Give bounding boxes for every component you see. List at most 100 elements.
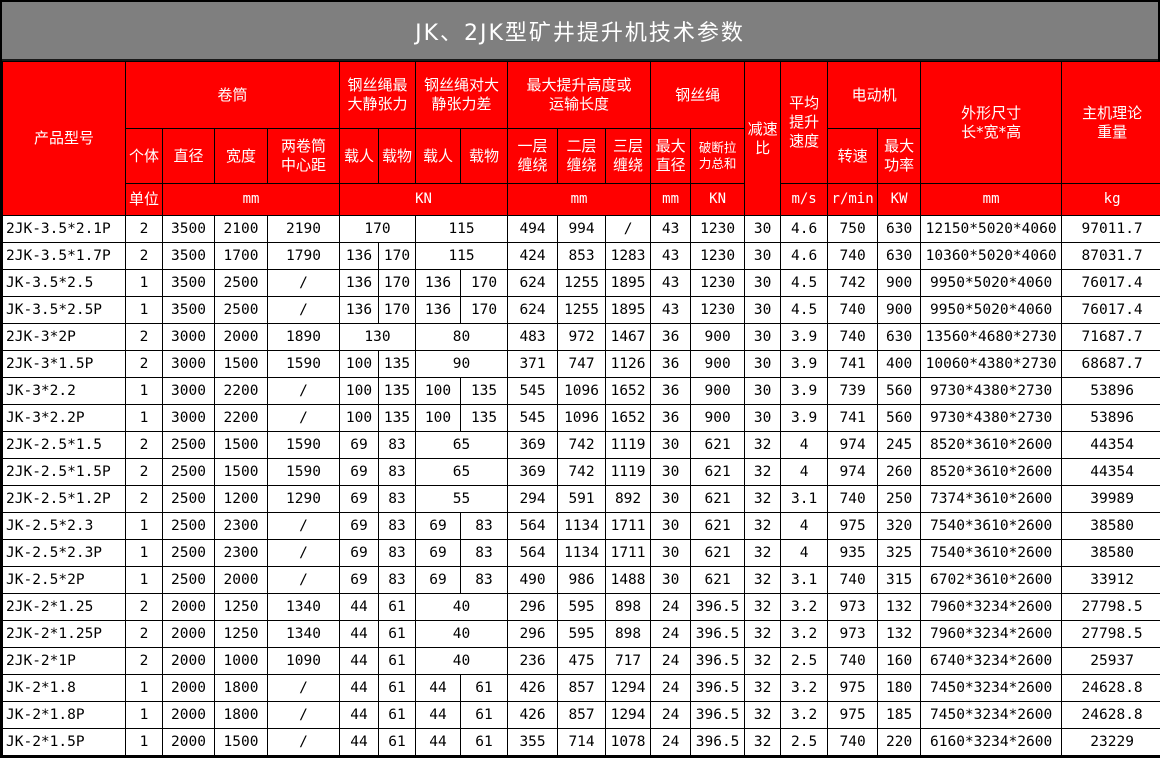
sub-drum-center-distance: 两卷筒 中心距 xyxy=(266,128,341,184)
unit-dim-mm: mm xyxy=(920,183,1063,216)
value-cell: 740 xyxy=(827,647,879,675)
value-cell: 30 xyxy=(650,431,692,459)
value-cell: 2 xyxy=(125,215,163,243)
value-cell: 564 xyxy=(507,512,559,540)
value-cell: 396.5 xyxy=(690,701,746,729)
value-cell: 9730*4380*2730 xyxy=(920,404,1063,432)
value-cell: 1500 xyxy=(214,728,268,756)
value-cell: 136 xyxy=(339,296,380,324)
value-cell: 100 xyxy=(339,377,380,405)
model-cell: 2JK-2*1.25 xyxy=(2,593,126,621)
value-cell: 741 xyxy=(827,350,879,378)
sub-width: 宽度 xyxy=(214,128,268,184)
value-cell: 973 xyxy=(827,620,879,648)
value-cell: 30 xyxy=(650,566,692,594)
value-cell: 44 xyxy=(339,647,380,675)
value-cell: 36 xyxy=(650,404,692,432)
value-cell: 24 xyxy=(650,674,692,702)
value-cell: / xyxy=(266,296,341,324)
unit-drum-mm: mm xyxy=(161,183,341,216)
unit-breaking-kn: KN xyxy=(690,183,746,216)
table-row: 2JK-3*2P 2 3000 2000 1890 130 80 483 972 1467 36 90… xyxy=(2,323,1160,351)
col-overall-dimensions: 外形尺寸 长*宽*高 xyxy=(920,61,1063,184)
model-cell: JK-2.5*2.3 xyxy=(2,512,126,540)
value-cell: 396.5 xyxy=(690,647,746,675)
value-cell: 1590 xyxy=(266,458,341,486)
value-cell: 857 xyxy=(557,674,607,702)
value-cell: 44 xyxy=(339,620,380,648)
value-cell: 90 xyxy=(415,350,509,378)
value-cell: / xyxy=(605,215,652,243)
value-cell: 36 xyxy=(650,377,692,405)
value-cell: 115 xyxy=(415,242,509,270)
value-cell: 621 xyxy=(690,485,746,513)
value-cell: 135 xyxy=(378,377,417,405)
value-cell: 61 xyxy=(378,620,417,648)
value-cell: 2 xyxy=(125,323,163,351)
value-cell: 3.2 xyxy=(780,620,829,648)
unit-height-mm: mm xyxy=(507,183,652,216)
value-cell: 43 xyxy=(650,269,692,297)
value-cell: 1096 xyxy=(557,377,607,405)
value-cell: 1230 xyxy=(690,296,746,324)
value-cell: 975 xyxy=(827,674,879,702)
table-row: JK-2*1.8 1 2000 1800/44 61 44 61 426 857 1294 24 39… xyxy=(2,674,1160,702)
table-row: JK-2*1.8P 1 2000 1800/44 61 44 61 426 857 1294 24 3… xyxy=(2,701,1160,729)
value-cell: 740 xyxy=(827,485,879,513)
value-cell: 1126 xyxy=(605,350,652,378)
value-cell: 1250 xyxy=(214,620,268,648)
value-cell: 624 xyxy=(507,296,559,324)
value-cell: 1294 xyxy=(605,674,652,702)
value-cell: 900 xyxy=(877,296,922,324)
value-cell: 747 xyxy=(557,350,607,378)
value-cell: 7540*3610*2600 xyxy=(920,539,1063,567)
value-cell: 369 xyxy=(507,458,559,486)
value-cell: 1790 xyxy=(266,242,341,270)
value-cell: 136 xyxy=(339,242,380,270)
value-cell: 38580 xyxy=(1061,539,1160,567)
unit-rmin: r/min xyxy=(827,183,879,216)
value-cell: 1711 xyxy=(605,512,652,540)
value-cell: 494 xyxy=(507,215,559,243)
unit-speed-ms: m/s xyxy=(780,183,829,216)
value-cell: 564 xyxy=(507,539,559,567)
table-row: JK-3.5*2.5P 1 3500 2500/136 170 136 170 624 1255… xyxy=(2,296,1160,324)
value-cell: 1500 xyxy=(214,350,268,378)
value-cell: 853 xyxy=(557,242,607,270)
value-cell: 135 xyxy=(460,377,509,405)
value-cell: 76017.4 xyxy=(1061,296,1160,324)
group-max-lift-height: 最大提升高度或 运输长度 xyxy=(507,61,652,129)
group-rope-static-tension-diff: 钢丝绳对大 静张力差 xyxy=(415,61,509,129)
value-cell: 739 xyxy=(827,377,879,405)
value-cell: 160 xyxy=(877,647,922,675)
value-cell: 1134 xyxy=(557,539,607,567)
value-cell: 100 xyxy=(415,377,462,405)
value-cell: 630 xyxy=(877,242,922,270)
table-row: 2JK-2*1.25 2 2000 1250 1340 44 61 40 296 595 898 24… xyxy=(2,593,1160,621)
value-cell: 621 xyxy=(690,431,746,459)
value-cell: 24 xyxy=(650,647,692,675)
value-cell: 53896 xyxy=(1061,377,1160,405)
value-cell: 1 xyxy=(125,404,163,432)
value-cell: 1119 xyxy=(605,458,652,486)
value-cell: 3.9 xyxy=(780,404,829,432)
table-row: JK-2*1.5P 1 2000 1500/44 61 44 61 355 714 1078 24 3… xyxy=(2,728,1160,756)
value-cell: 2500 xyxy=(162,458,215,486)
value-cell: 69 xyxy=(415,512,462,540)
value-cell: 30 xyxy=(650,512,692,540)
value-cell: 40 xyxy=(415,647,509,675)
value-cell: 69 xyxy=(339,485,380,513)
value-cell: 180 xyxy=(877,674,922,702)
value-cell: 630 xyxy=(877,215,922,243)
value-cell: 1255 xyxy=(557,269,607,297)
value-cell: 36 xyxy=(650,323,692,351)
value-cell: 740 xyxy=(827,728,879,756)
value-cell: 71687.7 xyxy=(1061,323,1160,351)
value-cell: 43 xyxy=(650,215,692,243)
value-cell: 30 xyxy=(744,377,782,405)
value-cell: 426 xyxy=(507,701,559,729)
group-rope-max-static-tension: 钢丝绳最 大静张力 xyxy=(339,61,417,129)
value-cell: 9730*4380*2730 xyxy=(920,377,1063,405)
value-cell: 1895 xyxy=(605,296,652,324)
table-row: JK-3.5*2.5 1 3500 2500/136 170 136 170 624 1255 1… xyxy=(2,269,1160,297)
